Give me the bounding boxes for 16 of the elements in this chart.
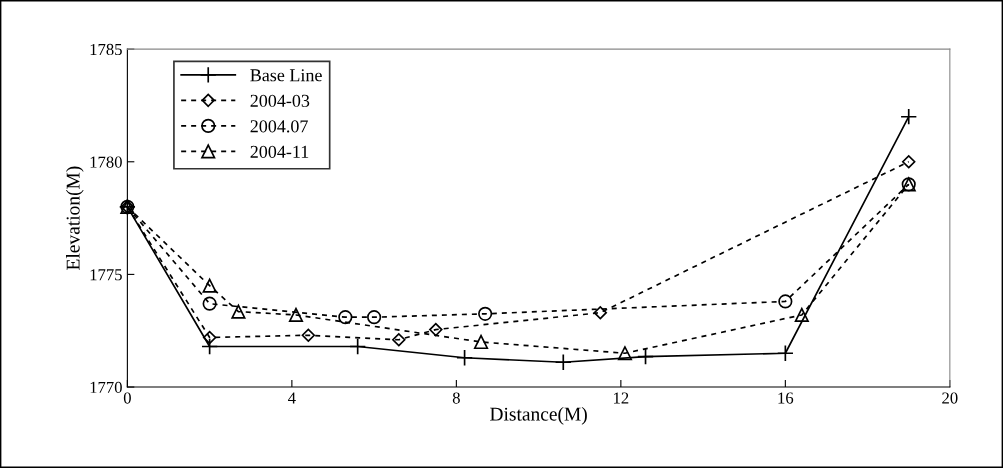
y-tick-label: 1785 [90, 43, 122, 56]
y-tick-label: 1770 [90, 381, 122, 393]
legend-label: 2004-11 [250, 145, 309, 158]
x-axis-title: Distance(M) [490, 407, 587, 425]
y-axis-title: Elevation(M) [66, 166, 84, 270]
x-tick-label: 4 [288, 392, 296, 404]
x-tick-label: 16 [778, 392, 794, 404]
y-tick-label: 1780 [90, 156, 122, 168]
legend-label: 2004-03 [250, 94, 310, 107]
y-tick-label: 1775 [90, 269, 122, 281]
x-tick-label: 8 [452, 392, 460, 404]
x-tick-label: 20 [942, 392, 958, 404]
legend-label: 2004.07 [250, 120, 308, 133]
x-tick-label: 12 [613, 392, 629, 404]
legend-label: Base Line [250, 69, 322, 82]
x-tick-label: 0 [123, 392, 131, 404]
